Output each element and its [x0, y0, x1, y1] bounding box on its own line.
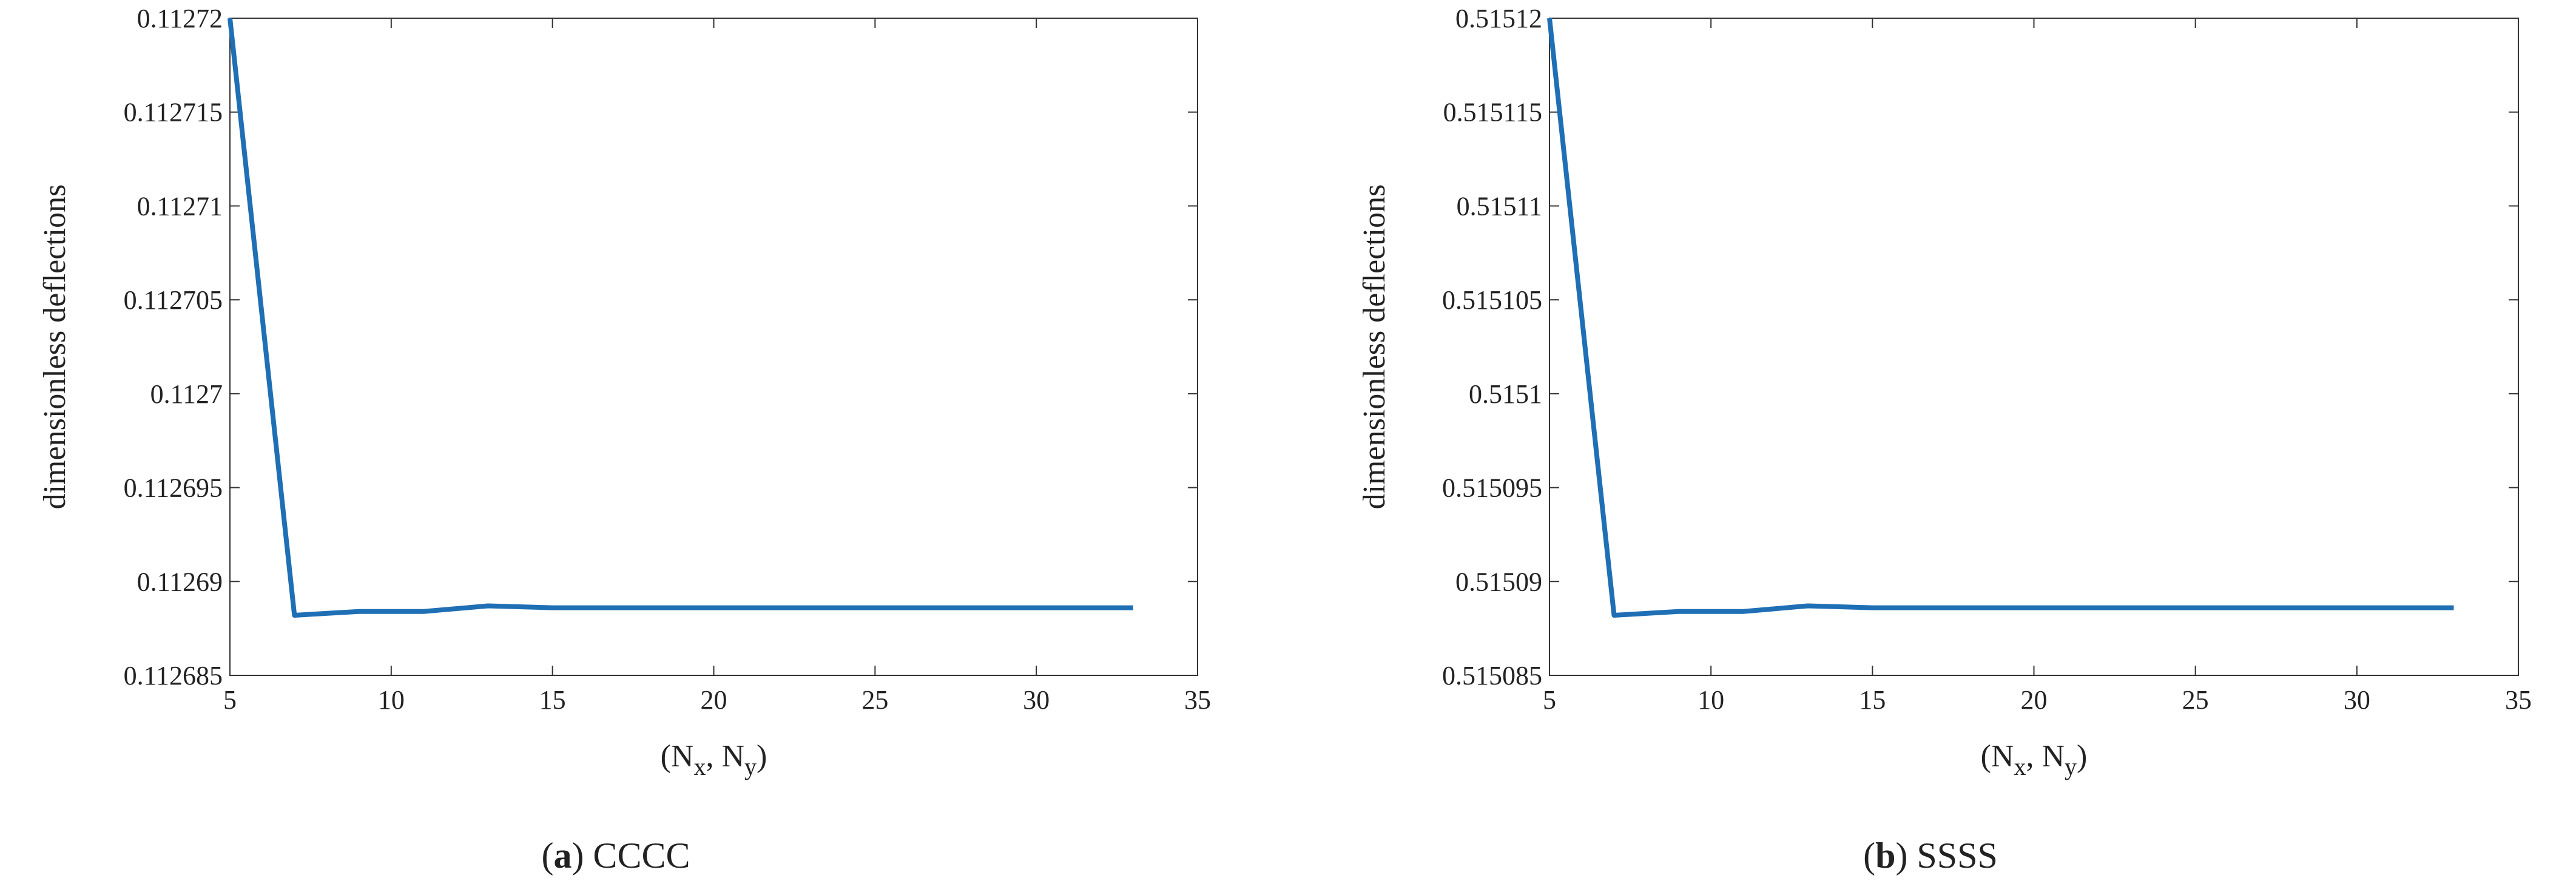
- caption-part: a: [553, 836, 572, 876]
- caption: (a) CCCC: [541, 836, 690, 876]
- y-tick-label: 0.51512: [1455, 4, 1542, 33]
- x-label-part: (N: [1981, 739, 2014, 774]
- x-tick-label: 30: [1023, 685, 1050, 715]
- y-tick-label: 0.5151: [1469, 379, 1542, 409]
- chart-panel: 0.515085 0.51509 0.515095 0.5151 0.515105 0.5…: [1357, 4, 2532, 876]
- y-tick-label: 0.112705: [124, 285, 223, 315]
- data-line: [1547, 18, 2454, 618]
- caption-part: b: [1875, 836, 1895, 876]
- caption-part: (: [541, 836, 553, 876]
- y-tick-label: 0.11269: [137, 567, 223, 596]
- y-axis-label: dimensionless deflections: [1357, 184, 1392, 510]
- y-tick-label: 0.11271: [137, 191, 223, 221]
- y-tick-label: 0.515095: [1442, 473, 1542, 503]
- x-label-part: y: [2065, 753, 2077, 780]
- y-tick-label: 0.515115: [1443, 98, 1542, 127]
- x-tick-label: 5: [1543, 685, 1556, 715]
- plot-box: [1549, 18, 2519, 676]
- x-tick-label: 35: [1184, 685, 1211, 715]
- y-axis-label: dimensionless deflections: [38, 184, 72, 510]
- caption-part: (: [1863, 836, 1875, 876]
- x-label-part: y: [744, 753, 757, 780]
- caption-part: ) CCCC: [572, 836, 690, 876]
- x-tick-label: 10: [1698, 685, 1724, 715]
- x-tick-label: 25: [861, 685, 888, 715]
- y-tick-label: 0.51509: [1455, 567, 1542, 596]
- x-label-part: ): [757, 739, 767, 774]
- y-tick-label: 0.112715: [124, 98, 223, 127]
- x-label-part: , N: [2026, 739, 2065, 774]
- y-tick-label: 0.51511: [1457, 191, 1542, 221]
- x-axis-label: (Nx, Ny): [661, 739, 767, 780]
- x-tick-label: 20: [701, 685, 727, 715]
- x-tick-label: 15: [539, 685, 566, 715]
- y-tick-label: 0.11272: [137, 4, 223, 33]
- x-tick-label: 10: [378, 685, 405, 715]
- x-label-part: ): [2077, 739, 2087, 774]
- x-label-part: x: [693, 753, 706, 780]
- caption: (b) SSSS: [1863, 836, 1998, 876]
- x-tick-label: 15: [1859, 685, 1886, 715]
- x-tick-label: 20: [2021, 685, 2048, 715]
- x-tick-label: 30: [2344, 685, 2370, 715]
- x-label-part: , N: [706, 739, 744, 774]
- x-tick-label: 5: [223, 685, 237, 715]
- y-tick-label: 0.515105: [1442, 285, 1542, 315]
- data-line: [228, 18, 1133, 618]
- x-tick-label: 25: [2182, 685, 2209, 715]
- x-tick-label: 35: [2505, 685, 2532, 715]
- caption-part: ) SSSS: [1895, 836, 1997, 876]
- plot-box: [229, 18, 1198, 676]
- y-tick-label: 0.515085: [1442, 661, 1542, 691]
- y-tick-label: 0.112695: [124, 473, 223, 503]
- x-label-part: x: [2014, 753, 2026, 780]
- x-axis-label: (Nx, Ny): [1981, 739, 2088, 780]
- y-tick-label: 0.1127: [150, 379, 223, 409]
- x-label-part: (N: [661, 739, 694, 774]
- y-tick-label: 0.112685: [124, 661, 223, 691]
- chart-panel: 0.112685 0.11269 0.112695 0.1127 0.112705 0.1…: [38, 4, 1211, 876]
